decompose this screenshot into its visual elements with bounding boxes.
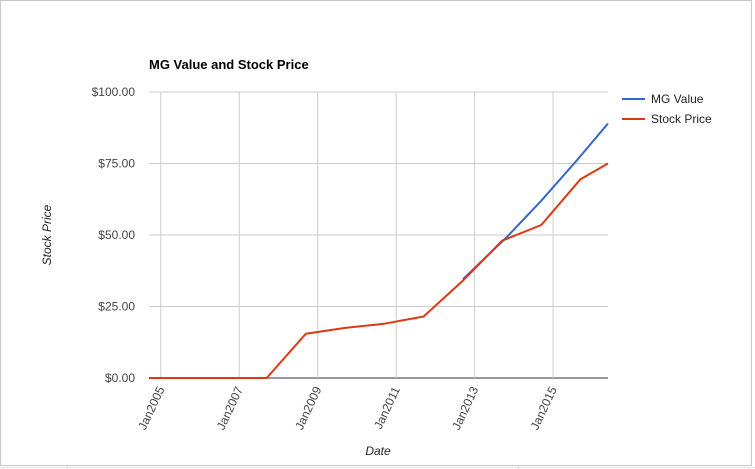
x-tick-label: Jan2013: [449, 384, 481, 432]
x-tick-label: Jan2015: [528, 384, 560, 432]
y-tick-label: $75.00: [98, 157, 135, 171]
legend-label-mg-value: MG Value: [651, 92, 704, 106]
series-line-mg-value: [462, 122, 609, 281]
x-tick-label: Jan2007: [214, 384, 246, 432]
x-tick-label: Jan2009: [292, 384, 324, 432]
y-tick-label: $50.00: [98, 228, 135, 242]
x-tick-label: Jan2005: [135, 384, 167, 432]
sheet-gridline: [0, 467, 755, 468]
y-axis-title: Stock Price: [40, 204, 54, 265]
chart-title: MG Value and Stock Price: [149, 57, 309, 72]
legend-label-stock-price: Stock Price: [651, 112, 712, 126]
y-tick-label: $25.00: [98, 300, 135, 314]
x-axis-title: Date: [365, 444, 391, 458]
y-tick-label: $100.00: [92, 85, 136, 99]
x-tick-label: Jan2011: [371, 384, 403, 431]
y-tick-label: $0.00: [105, 371, 135, 385]
series-line-stock-price: [149, 162, 609, 379]
